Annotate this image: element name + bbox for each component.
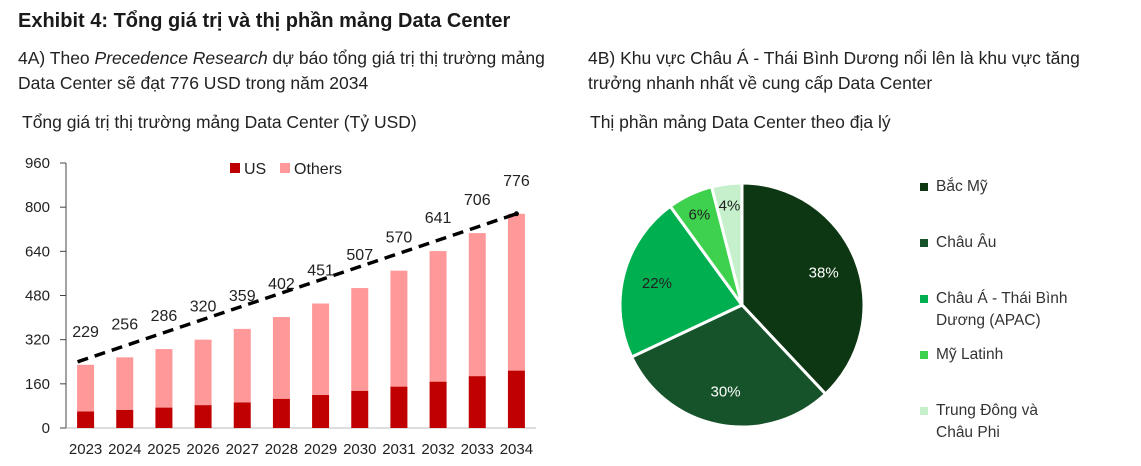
y-tick-label: 160 xyxy=(25,376,50,393)
total-data-label: 451 xyxy=(307,263,334,280)
x-tick-label: 2029 xyxy=(304,441,337,458)
exhibit-title: Exhibit 4: Tổng giá trị và thị phần mảng… xyxy=(18,10,511,32)
total-data-label: 706 xyxy=(464,192,491,209)
total-data-label: 229 xyxy=(72,324,99,341)
pie-slice xyxy=(740,181,866,397)
total-data-label: 359 xyxy=(229,288,256,305)
panel-a-subtitle: 4A) Theo Precedence Research dự báo tổng… xyxy=(18,46,578,96)
legend-swatch xyxy=(280,163,290,173)
x-tick-label: 2025 xyxy=(147,441,180,458)
total-data-label: 320 xyxy=(190,299,217,316)
y-tick-label: 640 xyxy=(25,243,50,260)
pie-legend-swatch xyxy=(920,351,928,359)
total-data-label: 776 xyxy=(503,173,530,190)
bar-us xyxy=(390,386,408,428)
bar-us xyxy=(155,407,173,428)
total-data-label: 641 xyxy=(425,210,452,227)
pie-chart-title: Thị phần mảng Data Center theo địa lý xyxy=(590,112,891,132)
pie-value-label: 6% xyxy=(689,206,711,223)
pie-legend-item: Châu Á - Thái Bình Dương (APAC) xyxy=(920,288,1086,332)
bar-us xyxy=(194,405,212,428)
pie-slice xyxy=(618,204,745,359)
pie-legend-label: Bắc Mỹ xyxy=(936,178,988,195)
bar-us xyxy=(429,381,447,428)
x-tick-label: 2033 xyxy=(461,441,494,458)
bar-us xyxy=(351,390,369,428)
panel-a-subtitle-source: Precedence Research xyxy=(94,48,268,68)
trend-end-dot xyxy=(513,211,519,217)
pie-legend-label: Mỹ Latinh xyxy=(936,346,1004,363)
bar-others xyxy=(116,357,134,410)
panel-a-subtitle-prefix: 4A) Theo xyxy=(18,48,95,68)
bar-us xyxy=(507,370,525,428)
bar-chart-title: Tổng giá trị thị trường mảng Data Center… xyxy=(22,112,417,132)
bar-us xyxy=(272,398,290,428)
x-tick-label: 2031 xyxy=(382,441,415,458)
total-data-label: 507 xyxy=(346,247,373,264)
pie-value-label: 30% xyxy=(711,383,741,400)
pie-value-label: 38% xyxy=(809,265,839,282)
panel-a-subtitle-suffix: dự báo tổng giá trị thị trường mảng Data… xyxy=(18,48,545,93)
y-tick-label: 480 xyxy=(25,288,50,305)
pie-slice xyxy=(709,181,744,306)
pie-legend-label: Châu Á - Thái Bình Dương (APAC) xyxy=(936,290,1068,329)
bar-us xyxy=(468,376,486,428)
bar-others xyxy=(155,349,173,408)
pie-legend-item: Châu Âu xyxy=(920,232,1116,254)
total-data-label: 402 xyxy=(268,276,295,293)
x-tick-label: 2030 xyxy=(343,441,376,458)
pie-legend-item: Bắc Mỹ xyxy=(920,176,1116,198)
legend-swatch xyxy=(230,163,240,173)
x-tick-label: 2028 xyxy=(265,441,298,458)
pie-value-label: 22% xyxy=(642,275,672,292)
x-tick-label: 2026 xyxy=(186,441,219,458)
legend-label: Others xyxy=(294,161,342,178)
bar-others xyxy=(468,233,486,377)
total-data-label: 570 xyxy=(386,230,413,247)
y-tick-label: 320 xyxy=(25,332,50,349)
total-data-label: 286 xyxy=(151,308,178,325)
pie-legend-label: Trung Đông và Châu Phi xyxy=(936,402,1038,441)
pie-legend-label: Châu Âu xyxy=(936,234,997,251)
pie-value-label: 4% xyxy=(719,198,741,215)
bar-others xyxy=(312,303,330,395)
bar-us xyxy=(116,409,134,428)
legend-label: US xyxy=(244,161,266,178)
x-tick-label: 2032 xyxy=(421,441,454,458)
panel-b-subtitle: 4B) Khu vực Châu Á - Thái Bình Dương nổi… xyxy=(588,48,1080,93)
x-tick-label: 2027 xyxy=(226,441,259,458)
pie-legend-item: Mỹ Latinh xyxy=(920,344,1116,366)
bar-us xyxy=(233,402,251,428)
y-tick-label: 960 xyxy=(25,155,50,172)
bar-others xyxy=(507,213,525,371)
bar-us xyxy=(77,411,95,428)
pie-legend-swatch xyxy=(920,295,928,303)
bar-others xyxy=(351,288,369,391)
pie-legend-swatch xyxy=(920,183,928,191)
pie-legend-item: Trung Đông và Châu Phi xyxy=(920,400,1066,444)
y-tick-label: 0 xyxy=(42,420,50,437)
bar-others xyxy=(272,317,290,399)
x-tick-label: 2024 xyxy=(108,441,141,458)
x-tick-label: 2034 xyxy=(500,441,533,458)
bar-others xyxy=(194,339,212,406)
bar-others xyxy=(390,270,408,387)
bar-others xyxy=(233,328,251,403)
pie-legend-swatch xyxy=(920,239,928,247)
bar-others xyxy=(429,251,447,382)
x-tick-label: 2023 xyxy=(69,441,102,458)
y-tick-label: 800 xyxy=(25,199,50,216)
total-data-label: 256 xyxy=(111,316,138,333)
bar-others xyxy=(77,364,95,412)
trend-line xyxy=(77,212,517,364)
bar-us xyxy=(312,394,330,428)
pie-legend-swatch xyxy=(920,407,928,415)
